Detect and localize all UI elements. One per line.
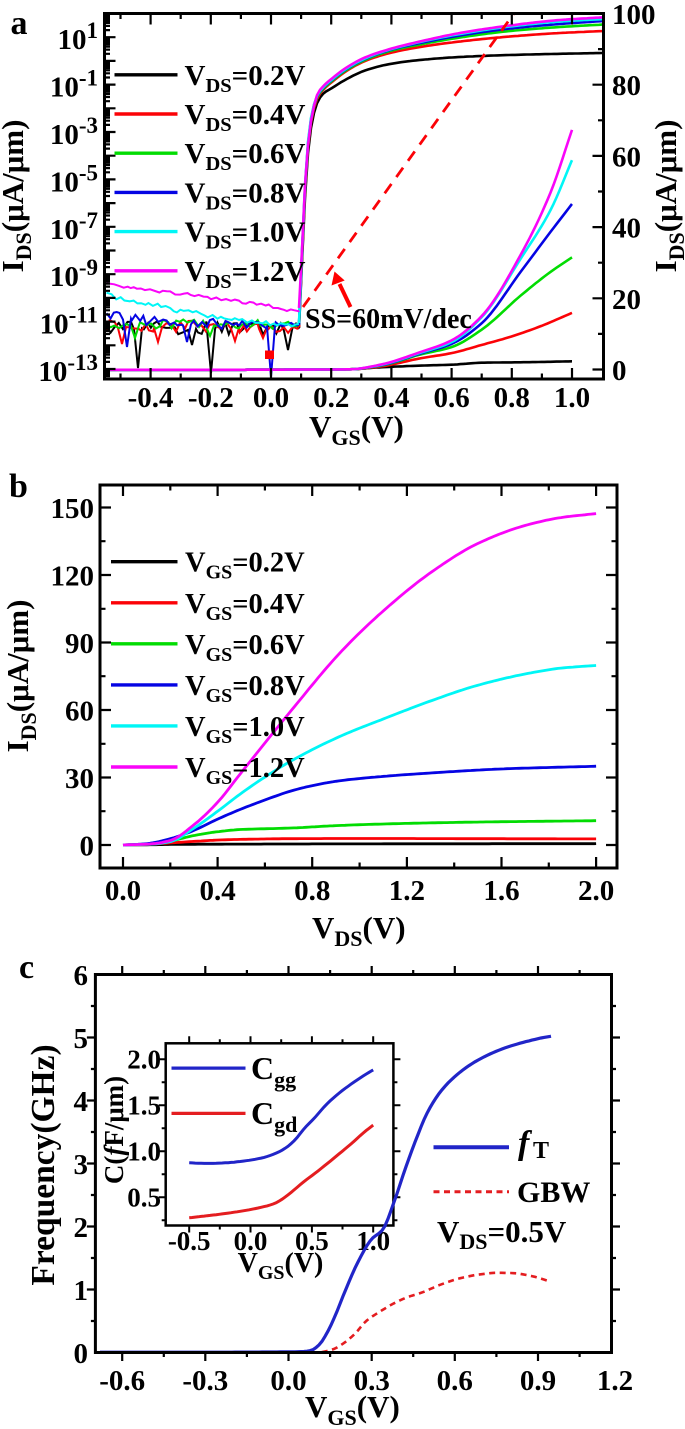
svg-text:0.4: 0.4 [373, 382, 409, 414]
svg-text:1.0: 1.0 [554, 382, 590, 414]
svg-text:0.3: 0.3 [354, 1365, 390, 1397]
svg-text:2: 2 [74, 1212, 89, 1244]
svg-text:VDS=1.0V: VDS=1.0V [185, 217, 306, 254]
svg-text:0.0: 0.0 [253, 382, 289, 414]
svg-text:3: 3 [74, 1149, 89, 1181]
svg-text:5: 5 [74, 1023, 89, 1055]
svg-text:-0.5: -0.5 [168, 1226, 211, 1256]
svg-text:1.0: 1.0 [356, 1226, 390, 1256]
svg-text:0: 0 [80, 831, 95, 863]
svg-text:VDS=0.4V: VDS=0.4V [185, 99, 306, 136]
svg-text:c: c [19, 949, 34, 986]
svg-text:0.5: 0.5 [295, 1226, 329, 1256]
svg-text:40: 40 [612, 213, 641, 245]
svg-text:IDS(μA/μm): IDS(μA/μm) [648, 120, 685, 273]
svg-text:80: 80 [612, 70, 641, 102]
svg-text:VDS=0.2V: VDS=0.2V [185, 60, 306, 97]
svg-text:VGS=0.2V: VGS=0.2V [185, 548, 305, 584]
svg-text:1.0: 1.0 [127, 1136, 161, 1166]
svg-text:0.4: 0.4 [199, 875, 235, 907]
svg-text:-0.6: -0.6 [99, 1365, 145, 1397]
svg-text:VGS=0.4V: VGS=0.4V [185, 589, 305, 625]
svg-text:VGS=1.2V: VGS=1.2V [185, 753, 305, 789]
svg-text:0.0: 0.0 [270, 1365, 306, 1397]
svg-text:VDS=0.6V: VDS=0.6V [185, 138, 306, 175]
svg-text:VGS=0.8V: VGS=0.8V [185, 671, 305, 707]
svg-text:0.0: 0.0 [234, 1226, 268, 1256]
svg-text:0.5: 0.5 [127, 1182, 161, 1212]
svg-text:VDS=1.2V: VDS=1.2V [185, 256, 306, 293]
svg-text:90: 90 [65, 628, 94, 660]
svg-text:1.6: 1.6 [483, 875, 519, 907]
svg-text:VGS=1.0V: VGS=1.0V [185, 712, 305, 748]
svg-text:GBW: GBW [517, 1176, 590, 1209]
svg-text:0.9: 0.9 [520, 1365, 556, 1397]
svg-text:0.6: 0.6 [433, 382, 469, 414]
svg-text:0.6: 0.6 [437, 1365, 473, 1397]
svg-text:f: f [518, 1125, 533, 1162]
svg-text:6: 6 [74, 960, 89, 992]
svg-text:4: 4 [74, 1086, 89, 1118]
svg-text:0.8: 0.8 [294, 875, 330, 907]
svg-text:0: 0 [74, 1338, 89, 1370]
svg-text:150: 150 [51, 493, 95, 525]
svg-text:60: 60 [65, 696, 94, 728]
svg-text:1.2: 1.2 [389, 875, 425, 907]
svg-text:Frequency(GHz): Frequency(GHz) [25, 1044, 62, 1285]
svg-text:10-9: 10-9 [50, 255, 98, 293]
svg-text:-0.4: -0.4 [128, 382, 174, 414]
svg-text:120: 120 [51, 561, 95, 593]
svg-text:-0.3: -0.3 [182, 1365, 228, 1397]
svg-text:0: 0 [612, 355, 627, 387]
svg-text:VDS=0.5V: VDS=0.5V [437, 1214, 567, 1254]
svg-text:2.0: 2.0 [578, 875, 614, 907]
svg-text:C(fF/μm): C(fF/μm) [99, 1076, 129, 1184]
svg-text:-0.2: -0.2 [188, 382, 234, 414]
svg-text:101: 101 [58, 18, 99, 56]
svg-text:b: b [9, 468, 28, 505]
svg-text:1.5: 1.5 [127, 1090, 161, 1120]
svg-text:20: 20 [612, 284, 641, 316]
svg-text:VGS=0.6V: VGS=0.6V [185, 630, 305, 666]
svg-text:T: T [533, 1138, 549, 1164]
svg-text:1: 1 [74, 1275, 89, 1307]
svg-text:1.2: 1.2 [597, 1365, 633, 1397]
svg-text:0.0: 0.0 [105, 875, 141, 907]
svg-text:10-3: 10-3 [50, 113, 98, 151]
svg-text:SS=60mV/dec: SS=60mV/dec [305, 304, 472, 335]
svg-text:0.8: 0.8 [494, 382, 530, 414]
svg-text:VDS=0.8V: VDS=0.8V [185, 177, 306, 214]
svg-text:30: 30 [65, 763, 94, 795]
svg-text:0.2: 0.2 [313, 382, 349, 414]
svg-text:a: a [11, 5, 28, 42]
svg-text:100: 100 [612, 0, 656, 31]
svg-text:2.0: 2.0 [127, 1044, 161, 1074]
svg-text:60: 60 [612, 141, 641, 173]
